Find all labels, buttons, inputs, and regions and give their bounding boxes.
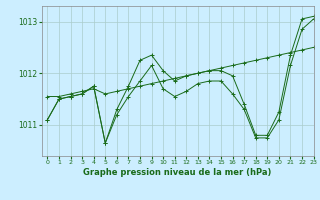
X-axis label: Graphe pression niveau de la mer (hPa): Graphe pression niveau de la mer (hPa) bbox=[84, 168, 272, 177]
